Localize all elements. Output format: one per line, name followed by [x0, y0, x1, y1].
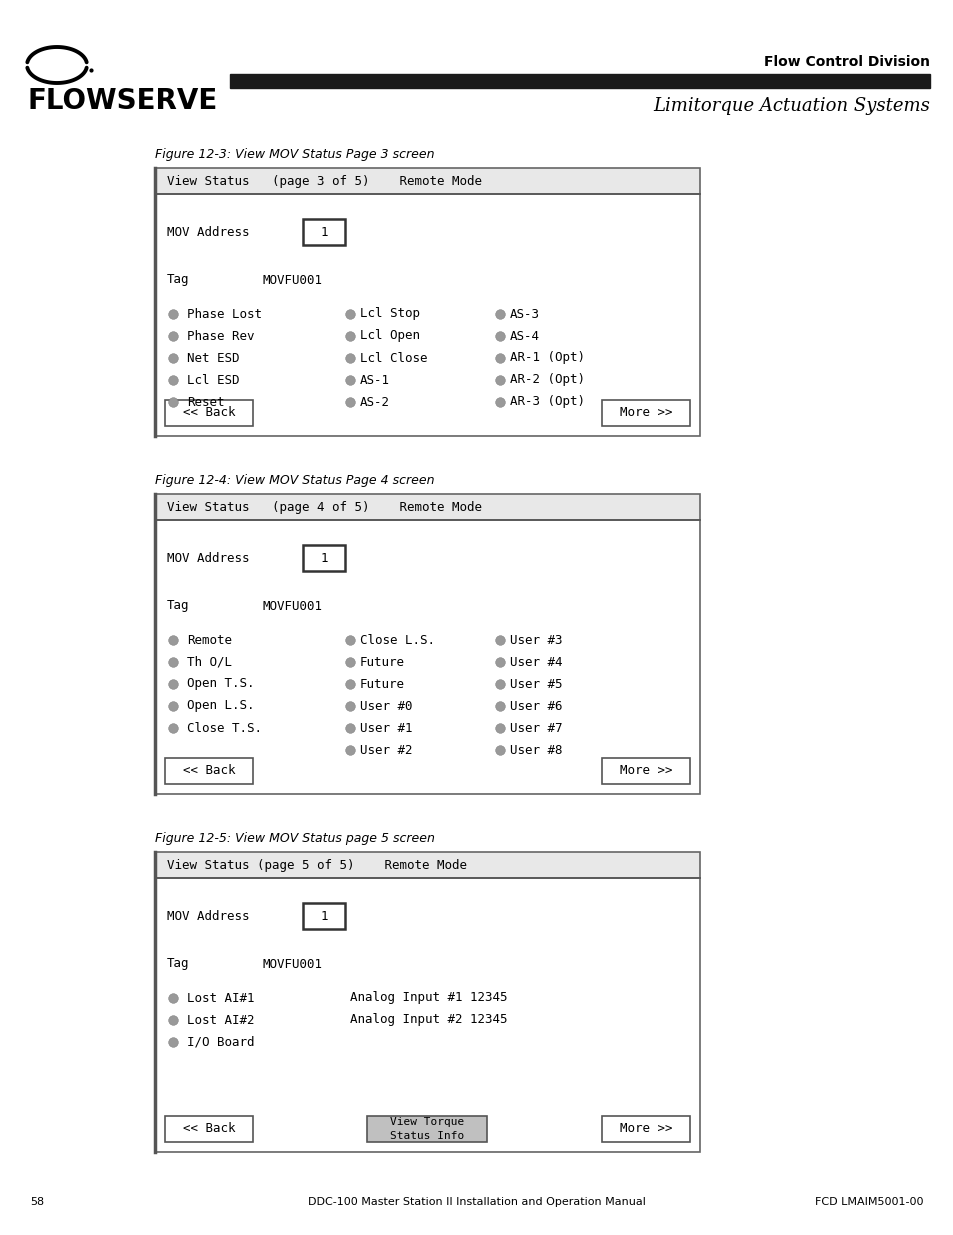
Text: MOVFU001: MOVFU001	[263, 599, 323, 613]
Text: Flow Control Division: Flow Control Division	[763, 56, 929, 69]
Text: << Back: << Back	[183, 406, 235, 420]
Bar	[165, 758, 253, 784]
Text: User #1: User #1	[359, 721, 412, 735]
Text: Lcl Open: Lcl Open	[359, 330, 419, 342]
Text: Close L.S.: Close L.S.	[359, 634, 435, 646]
Text: User #3: User #3	[510, 634, 562, 646]
Text: User #0: User #0	[359, 699, 412, 713]
Text: User #4: User #4	[510, 656, 562, 668]
Text: MOV Address: MOV Address	[167, 552, 250, 564]
Bar	[303, 903, 345, 929]
Bar	[156, 495, 699, 793]
Text: MOVFU001: MOVFU001	[263, 957, 323, 971]
Text: AS-2: AS-2	[359, 395, 390, 409]
Bar	[367, 1116, 486, 1142]
Text: Open T.S.: Open T.S.	[187, 678, 254, 690]
Text: AS-3: AS-3	[510, 308, 539, 321]
Text: Phase Rev: Phase Rev	[187, 330, 254, 342]
Text: FCD LMAIM5001-00: FCD LMAIM5001-00	[815, 1197, 923, 1207]
Text: User #8: User #8	[510, 743, 562, 757]
Text: Figure 12-5: View MOV Status page 5 screen: Figure 12-5: View MOV Status page 5 scre…	[154, 832, 435, 845]
Bar	[230, 74, 929, 88]
Text: More >>: More >>	[619, 1123, 672, 1135]
Text: Close T.S.: Close T.S.	[187, 721, 262, 735]
Text: Future: Future	[359, 656, 405, 668]
Text: User #7: User #7	[510, 721, 562, 735]
Text: View Status   (page 3 of 5)    Remote Mode: View Status (page 3 of 5) Remote Mode	[167, 174, 481, 188]
Text: AS-1: AS-1	[359, 373, 390, 387]
Text: Tag: Tag	[167, 599, 190, 613]
Bar	[156, 853, 699, 1151]
Text: User #6: User #6	[510, 699, 562, 713]
Bar	[303, 219, 345, 245]
Text: Phase Lost: Phase Lost	[187, 308, 262, 321]
Bar	[601, 1116, 689, 1142]
Bar	[154, 168, 700, 194]
Bar	[154, 852, 700, 1152]
Text: More >>: More >>	[619, 406, 672, 420]
Bar	[601, 758, 689, 784]
Text: More >>: More >>	[619, 764, 672, 778]
Text: MOV Address: MOV Address	[167, 226, 250, 238]
Text: Lcl Stop: Lcl Stop	[359, 308, 419, 321]
Text: Lost AI#2: Lost AI#2	[187, 1014, 254, 1026]
Bar	[154, 168, 700, 436]
Text: View Status   (page 4 of 5)    Remote Mode: View Status (page 4 of 5) Remote Mode	[167, 500, 481, 514]
Text: Tag: Tag	[167, 957, 190, 971]
Text: Reset: Reset	[187, 395, 224, 409]
Text: Future: Future	[359, 678, 405, 690]
Bar	[154, 168, 700, 436]
Text: << Back: << Back	[183, 764, 235, 778]
Text: Limitorque Actuation Systems: Limitorque Actuation Systems	[653, 98, 929, 115]
Text: Lost AI#1: Lost AI#1	[187, 992, 254, 1004]
Text: << Back: << Back	[183, 1123, 235, 1135]
Text: MOVFU001: MOVFU001	[263, 273, 323, 287]
Text: 1: 1	[320, 226, 328, 238]
Text: AR-1 (Opt): AR-1 (Opt)	[510, 352, 584, 364]
Bar	[601, 400, 689, 426]
Bar	[165, 400, 253, 426]
Text: 1: 1	[320, 909, 328, 923]
Text: MOV Address: MOV Address	[167, 909, 250, 923]
Text: AR-2 (Opt): AR-2 (Opt)	[510, 373, 584, 387]
Text: AR-3 (Opt): AR-3 (Opt)	[510, 395, 584, 409]
Bar	[154, 852, 700, 1152]
Bar	[154, 494, 700, 794]
Text: 1: 1	[320, 552, 328, 564]
Text: User #2: User #2	[359, 743, 412, 757]
Text: Figure 12-3: View MOV Status Page 3 screen: Figure 12-3: View MOV Status Page 3 scre…	[154, 148, 434, 161]
Bar	[154, 852, 700, 878]
Text: AS-4: AS-4	[510, 330, 539, 342]
Text: Open L.S.: Open L.S.	[187, 699, 254, 713]
Bar	[154, 494, 700, 520]
Bar	[165, 1116, 253, 1142]
Text: User #5: User #5	[510, 678, 562, 690]
Text: Lcl ESD: Lcl ESD	[187, 373, 239, 387]
Text: Analog Input #1 12345: Analog Input #1 12345	[350, 992, 507, 1004]
Text: Figure 12-4: View MOV Status Page 4 screen: Figure 12-4: View MOV Status Page 4 scre…	[154, 474, 434, 487]
Bar	[154, 494, 700, 794]
Text: View Torque
Status Info: View Torque Status Info	[390, 1118, 464, 1141]
Text: View Status (page 5 of 5)    Remote Mode: View Status (page 5 of 5) Remote Mode	[167, 858, 467, 872]
Text: Analog Input #2 12345: Analog Input #2 12345	[350, 1014, 507, 1026]
Bar	[156, 169, 699, 435]
Text: 58: 58	[30, 1197, 44, 1207]
Text: FLOWSERVE: FLOWSERVE	[28, 86, 218, 115]
Text: I/O Board: I/O Board	[187, 1035, 254, 1049]
Text: Remote: Remote	[187, 634, 232, 646]
Text: DDC-100 Master Station II Installation and Operation Manual: DDC-100 Master Station II Installation a…	[308, 1197, 645, 1207]
Text: Net ESD: Net ESD	[187, 352, 239, 364]
Text: Lcl Close: Lcl Close	[359, 352, 427, 364]
Text: Th O/L: Th O/L	[187, 656, 232, 668]
Bar	[303, 545, 345, 571]
Text: Tag: Tag	[167, 273, 190, 287]
